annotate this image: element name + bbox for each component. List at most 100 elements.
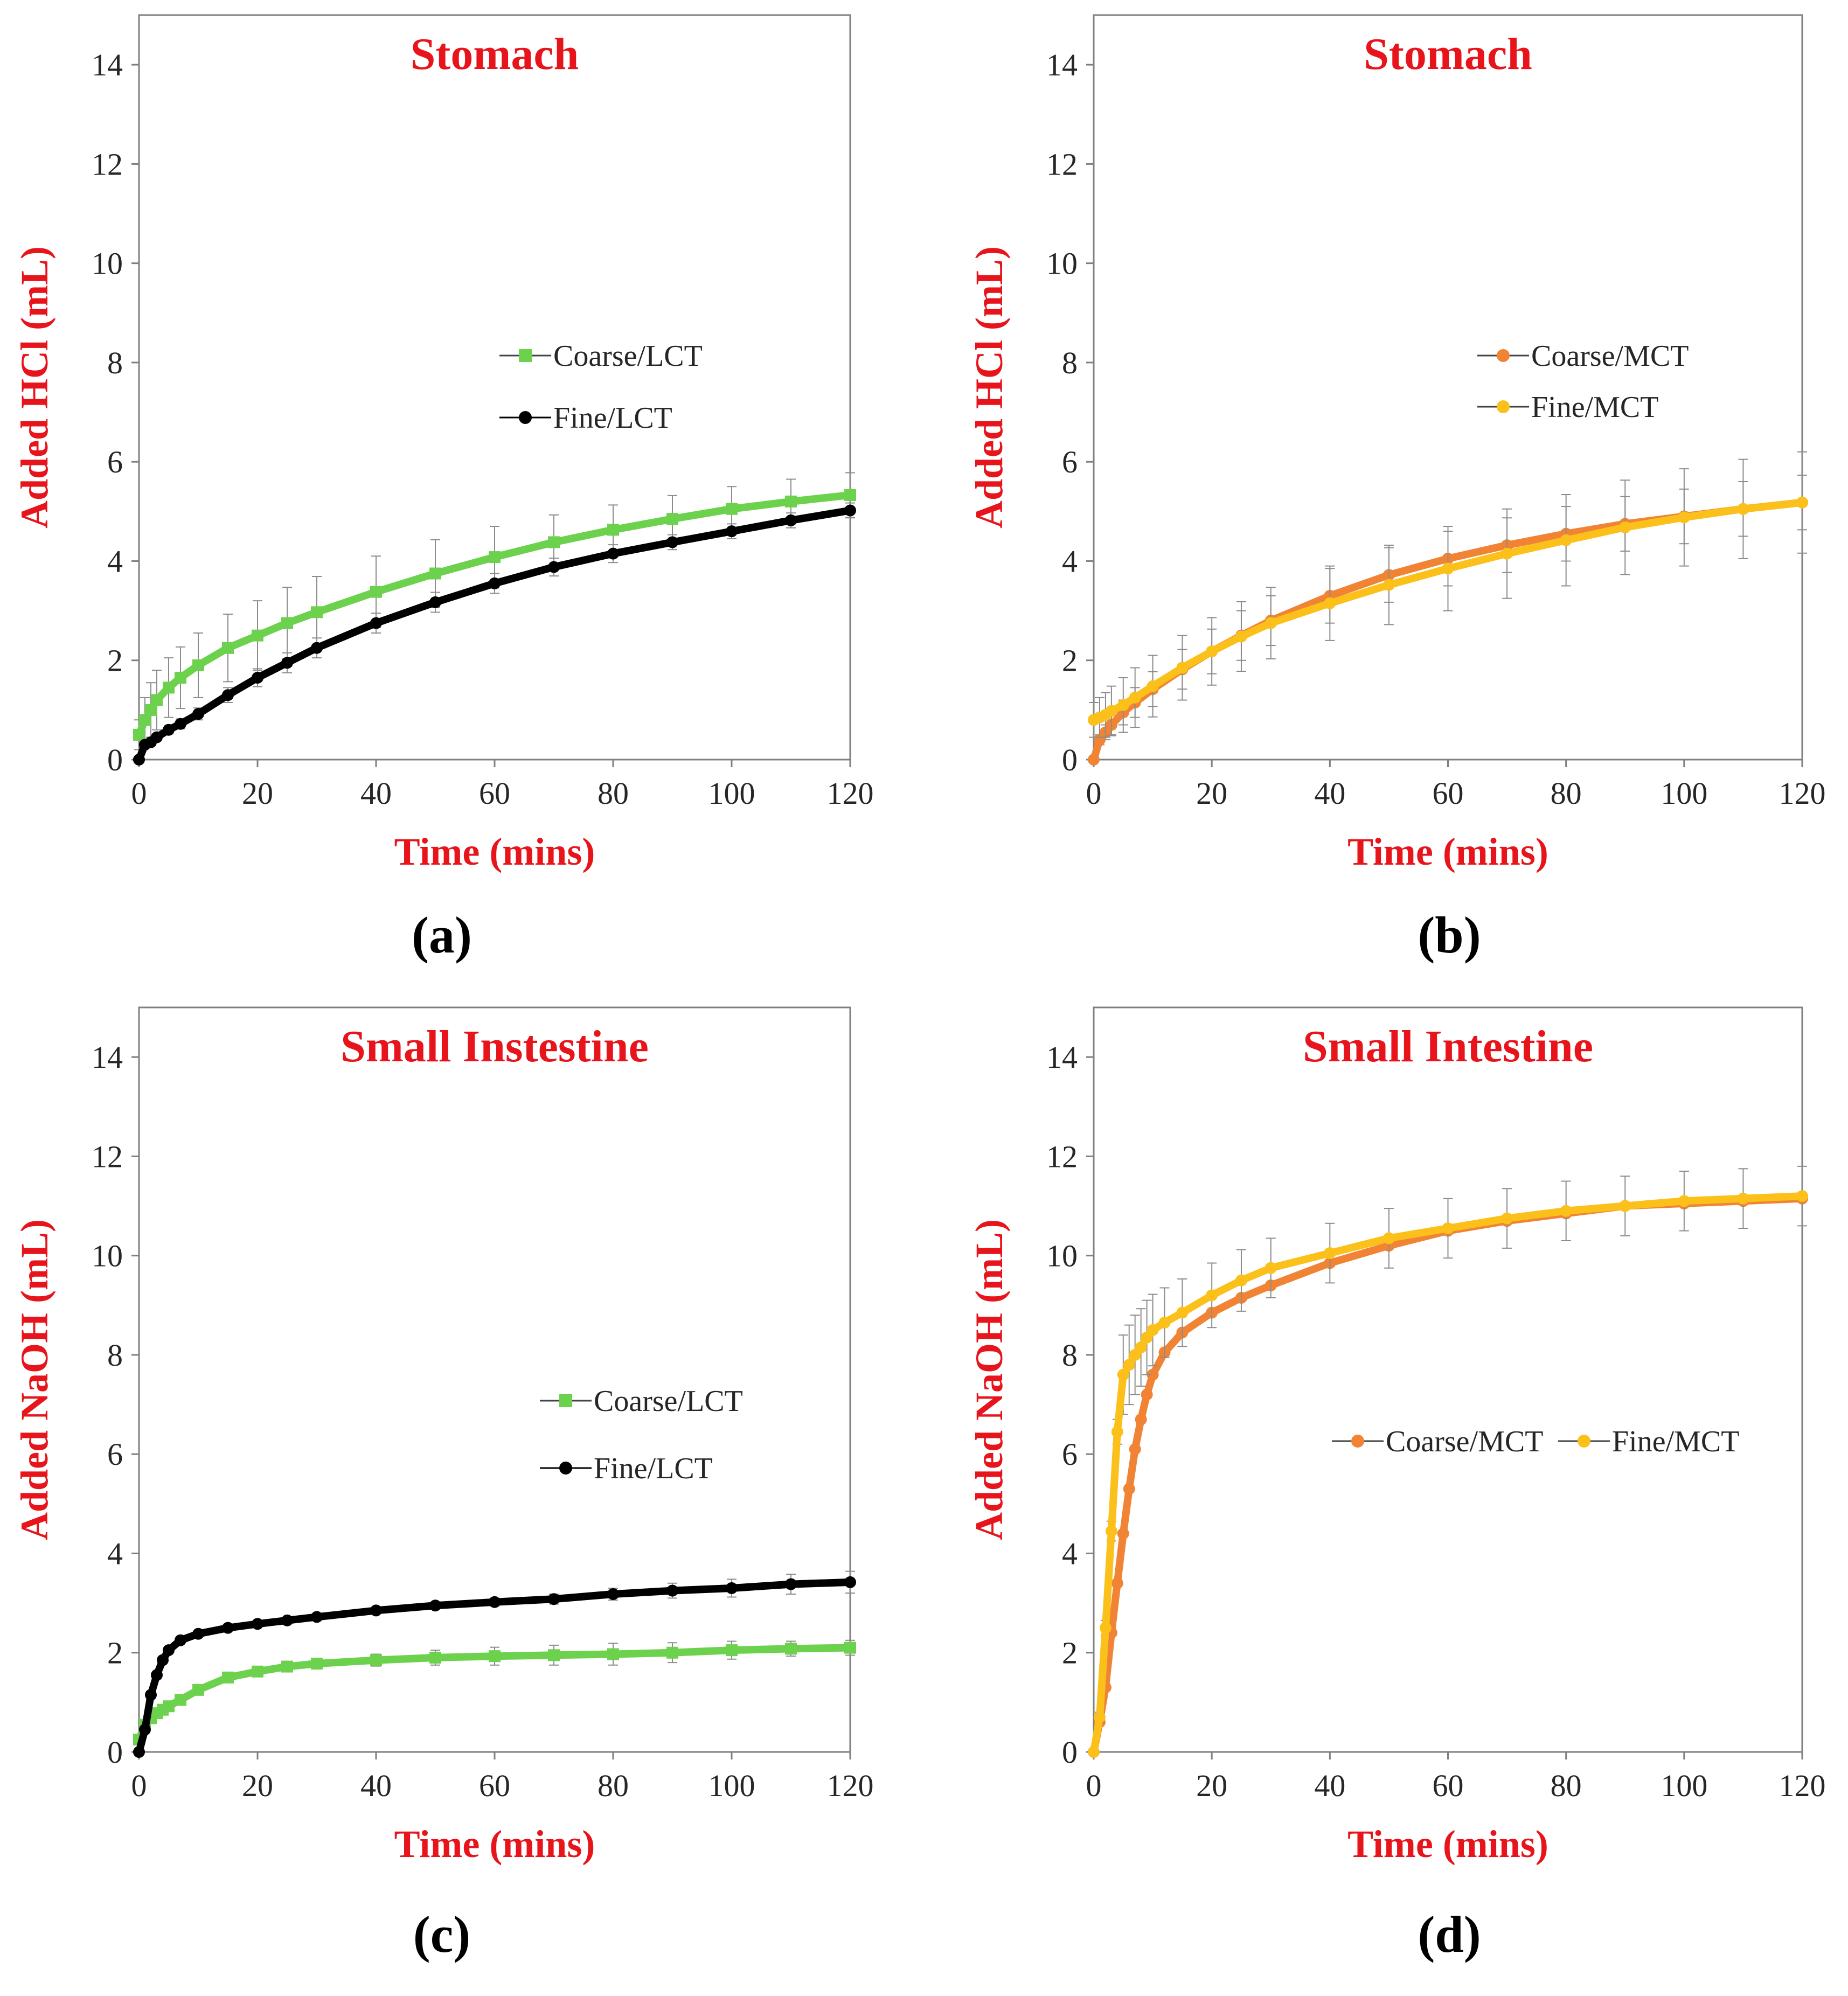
data-point (252, 1618, 263, 1630)
legend-label: Fine/MCT (1612, 1425, 1739, 1458)
data-point (1796, 496, 1808, 509)
x-tick-label: 80 (598, 776, 629, 811)
data-point (785, 495, 797, 507)
x-tick-label: 60 (1433, 1768, 1464, 1803)
data-point (548, 561, 560, 573)
y-tick-label: 0 (1062, 742, 1078, 777)
data-point (726, 1582, 738, 1594)
y-tick-label: 14 (92, 47, 123, 82)
data-point (281, 1660, 293, 1673)
y-tick-label: 8 (107, 1338, 123, 1373)
data-point (133, 1746, 145, 1758)
y-axis-label: Added HCl (mL) (13, 246, 56, 528)
y-tick-label: 10 (92, 1239, 123, 1274)
y-tick-label: 0 (107, 742, 123, 777)
data-point (163, 724, 175, 736)
data-point (370, 1654, 382, 1666)
x-tick-label: 100 (1661, 1768, 1707, 1803)
data-point (1093, 1711, 1106, 1723)
y-tick-label: 4 (107, 544, 123, 579)
y-tick-label: 8 (1062, 1338, 1078, 1373)
legend: Coarse/LCT Fine/LCT (540, 1385, 743, 1485)
y-tick-label: 12 (1046, 147, 1078, 182)
series-fine-mct (1088, 451, 1808, 738)
data-point (1117, 699, 1129, 711)
x-tick-label: 80 (1551, 776, 1582, 811)
data-point (1265, 1262, 1277, 1274)
legend-label: Coarse/MCT (1531, 339, 1689, 373)
x-tick-label: 0 (131, 776, 147, 811)
legend-label: Fine/MCT (1531, 391, 1658, 424)
data-point (281, 617, 293, 629)
series-fine-mct (1088, 1165, 1808, 1758)
y-tick-label: 12 (92, 147, 123, 182)
data-point (370, 1604, 382, 1617)
data-point (175, 1634, 186, 1646)
data-point (1111, 1577, 1123, 1589)
panel-label-a: (a) (412, 906, 472, 964)
data-point (175, 671, 186, 684)
series-line (1090, 1192, 1806, 1756)
x-tick-label: 120 (1779, 1768, 1826, 1803)
data-point (163, 1644, 175, 1657)
x-axis-label: Time (mins) (1347, 1823, 1548, 1866)
data-point (175, 1694, 186, 1706)
x-tick-label: 40 (1314, 1768, 1345, 1803)
data-point (222, 689, 234, 701)
x-tick-label: 80 (1551, 1768, 1582, 1803)
x-tick-label: 20 (1196, 1768, 1227, 1803)
legend: Coarse/LCT Fine/LCT (499, 339, 703, 435)
data-point (1111, 1425, 1123, 1438)
data-point (1324, 1247, 1336, 1260)
x-tick-label: 40 (360, 1768, 392, 1803)
data-point (151, 731, 163, 743)
panel-label-c: (c) (413, 1905, 471, 1963)
x-axis-label: Time (mins) (394, 1823, 595, 1866)
y-tick-label: 0 (1062, 1735, 1078, 1770)
data-point (163, 1700, 175, 1713)
data-point (666, 536, 678, 548)
data-point (281, 1614, 293, 1626)
panel-label-b: (b) (1418, 906, 1481, 964)
x-axis-label: Time (mins) (394, 830, 595, 873)
data-point (666, 513, 678, 525)
data-point (370, 586, 382, 598)
data-point (252, 671, 263, 684)
panel-d-chart: 0 2 4 6 8 10 12 14 0 20 40 60 80 100 120 Small Intestin… (968, 1006, 1826, 1866)
data-point (726, 1644, 738, 1657)
data-point (1235, 630, 1247, 643)
y-axis-label: Added HCl (mL) (968, 246, 1011, 528)
y-tick-label: 6 (1062, 444, 1078, 479)
data-point (1099, 1622, 1111, 1634)
data-point (489, 1650, 501, 1663)
data-point (151, 694, 163, 706)
x-axis-label: Time (mins) (1347, 830, 1548, 873)
y-axis-label: Added NaOH (mL) (13, 1219, 56, 1540)
data-point (311, 642, 323, 654)
data-point (192, 708, 204, 720)
x-tick-label: 40 (1314, 776, 1345, 811)
data-point (1176, 1306, 1189, 1319)
data-point (281, 657, 293, 669)
x-tick-label: 0 (1086, 1768, 1102, 1803)
y-tick-label: 2 (107, 643, 123, 678)
legend-label: Coarse/LCT (594, 1385, 743, 1418)
data-point (607, 1588, 619, 1601)
legend-marker (519, 411, 532, 424)
y-tick-label: 2 (1062, 1636, 1078, 1671)
data-point (489, 1596, 501, 1608)
legend-label: Coarse/LCT (553, 339, 703, 373)
data-point (1158, 1317, 1171, 1329)
data-point (785, 514, 797, 526)
series-fine-lct (133, 1570, 856, 1758)
x-tick-label: 20 (242, 1768, 273, 1803)
y-tick-label: 8 (1062, 345, 1078, 380)
data-point (844, 504, 856, 517)
x-tick-label: 100 (708, 1768, 755, 1803)
panel-a-chart: 0 2 4 6 8 10 12 14 0 20 40 60 80 100 120 Stomach Time (m… (13, 14, 874, 873)
plot-area-frame (138, 1006, 851, 1753)
y-tick-label: 2 (1062, 643, 1078, 678)
data-point (1135, 1413, 1147, 1425)
data-point (1123, 1359, 1135, 1371)
